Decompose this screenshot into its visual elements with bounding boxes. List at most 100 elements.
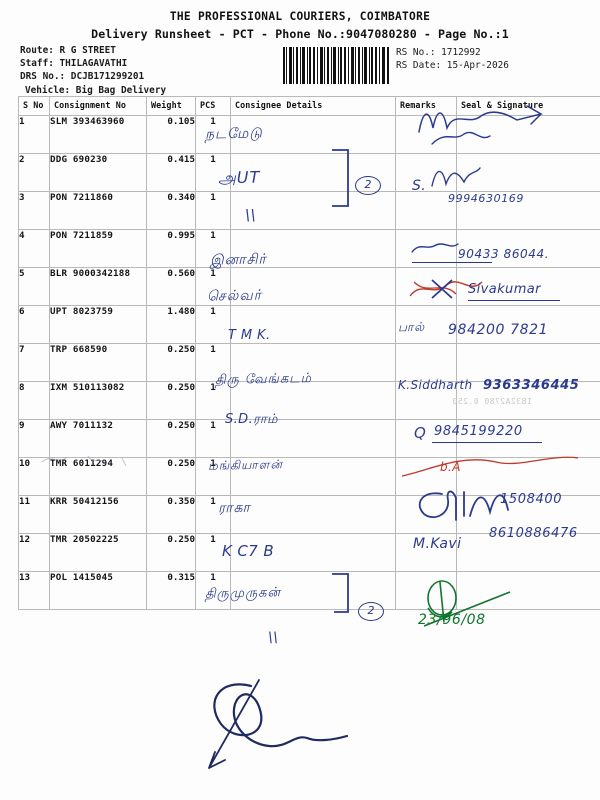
barcode-image (282, 47, 390, 84)
vehicle-label: Vehicle: Big Bag Delivery (25, 84, 167, 96)
column-header-sno: S No (18, 96, 50, 116)
cell-seal (456, 381, 600, 420)
cell-pcs: 1 (195, 381, 231, 420)
cell-consignment: UPT 8023759 (49, 305, 147, 344)
table-body: 1 SLM 393463960 0.105 1 2 DDG 690230 0.4… (18, 115, 600, 610)
cell-consignee (230, 305, 396, 344)
cell-consignment: TMR 20502225 (49, 533, 147, 572)
cell-weight: 0.250 (146, 419, 196, 458)
table-row: 1 SLM 393463960 0.105 1 (18, 115, 600, 154)
cell-remarks (395, 495, 457, 534)
runsheet-table-wrap: S No Consignment No Weight PCS Consignee… (18, 96, 600, 610)
rs-date-label: RS Date: 15-Apr-2026 (396, 60, 509, 72)
cell-seal (456, 343, 600, 382)
table-row: 5 BLR 9000342188 0.560 1 (18, 267, 600, 306)
company-title: THE PROFESSIONAL COURIERS, COIMBATORE (169, 10, 431, 23)
cell-consignment: AWY 7011132 (49, 419, 147, 458)
cell-weight: 0.315 (146, 571, 196, 610)
cell-weight: 0.250 (146, 533, 196, 572)
cell-consignee (230, 419, 396, 458)
cell-remarks (395, 115, 457, 154)
cell-consignee (230, 495, 396, 534)
column-header-weight: Weight (146, 96, 196, 116)
cell-sno: 12 (18, 533, 50, 572)
cell-weight: 0.105 (146, 115, 196, 154)
cell-pcs: 1 (195, 267, 231, 306)
cell-sno: 9 (18, 419, 50, 458)
cell-consignee (230, 457, 396, 496)
table-row: 12 TMR 20502225 0.250 1 (18, 533, 600, 572)
column-header-consignment: Consignment No (49, 96, 147, 116)
cell-consignment: IXM 510113082 (49, 381, 147, 420)
cell-consignment: SLM 393463960 (49, 115, 147, 154)
cell-consignment: KRR 50412156 (49, 495, 147, 534)
column-header-remarks: Remarks (395, 96, 457, 116)
cell-sno: 2 (18, 153, 50, 192)
cell-consignee (230, 571, 396, 610)
cell-pcs: 1 (195, 571, 231, 610)
consignee-handwriting: \\ (268, 630, 279, 646)
cell-seal (456, 305, 600, 344)
cell-pcs: 1 (195, 457, 231, 496)
cell-remarks (395, 419, 457, 458)
cell-consignment: PON 7211860 (49, 191, 147, 230)
document-subtitle: Delivery Runsheet - PCT - Phone No.:9047… (91, 27, 509, 41)
cell-pcs: 1 (195, 305, 231, 344)
cell-pcs: 1 (195, 533, 231, 572)
table-row: 2 DDG 690230 0.415 1 (18, 153, 600, 192)
cell-seal (456, 267, 600, 306)
cell-remarks (395, 533, 457, 572)
cell-consignee (230, 267, 396, 306)
cell-weight: 0.250 (146, 381, 196, 420)
header-meta-left: Route: R G STREET Staff: THILAGAVATHI DR… (20, 44, 166, 97)
cell-weight: 0.995 (146, 229, 196, 268)
cell-sno: 8 (18, 381, 50, 420)
route-label: Route: R G STREET (20, 45, 116, 56)
header-meta: Route: R G STREET Staff: THILAGAVATHI DR… (0, 44, 600, 96)
cell-seal (456, 191, 600, 230)
cell-consignee (230, 229, 396, 268)
cell-sno: 11 (18, 495, 50, 534)
cell-consignee (230, 381, 396, 420)
cell-remarks (395, 153, 457, 192)
cell-weight: 0.560 (146, 267, 196, 306)
cell-consignee (230, 153, 396, 192)
cell-pcs: 1 (195, 153, 231, 192)
table-row: 10 TMR 6011294 0.250 1 (18, 457, 600, 496)
cell-pcs: 1 (195, 229, 231, 268)
table-header-row: S No Consignment No Weight PCS Consignee… (18, 96, 600, 116)
cell-weight: 0.340 (146, 191, 196, 230)
column-header-consignee: Consignee Details (230, 96, 396, 116)
cell-weight: 0.250 (146, 457, 196, 496)
cell-sno: 4 (18, 229, 50, 268)
bottom-signature (195, 668, 385, 778)
cell-weight: 0.250 (146, 343, 196, 382)
cell-consignment: TMR 6011294 (49, 457, 147, 496)
table-row: 6 UPT 8023759 1.480 1 (18, 305, 600, 344)
cell-remarks (395, 343, 457, 382)
cell-consignment: POL 1415045 (49, 571, 147, 610)
cell-seal (456, 533, 600, 572)
table-row: 7 TRP 668590 0.250 1 (18, 343, 600, 382)
column-header-pcs: PCS (195, 96, 231, 116)
rs-no-label: RS No.: 1712992 (396, 47, 481, 58)
cell-sno: 6 (18, 305, 50, 344)
column-header-seal: Seal & Signature (456, 96, 600, 116)
cell-seal (456, 495, 600, 534)
cell-seal (456, 571, 600, 610)
cell-pcs: 1 (195, 419, 231, 458)
cell-sno: 1 (18, 115, 50, 154)
table-row: 4 PON 7211859 0.995 1 (18, 229, 600, 268)
cell-remarks (395, 191, 457, 230)
staff-label: Staff: THILAGAVATHI (20, 58, 128, 70)
cell-consignment: DDG 690230 (49, 153, 147, 192)
cell-consignment: BLR 9000342188 (49, 267, 147, 306)
table-row: 11 KRR 50412156 0.350 1 (18, 495, 600, 534)
cell-sno: 3 (18, 191, 50, 230)
cell-consignee (230, 343, 396, 382)
cell-consignee (230, 115, 396, 154)
cell-remarks (395, 381, 457, 420)
cell-remarks (395, 305, 457, 344)
cell-seal (456, 153, 600, 192)
